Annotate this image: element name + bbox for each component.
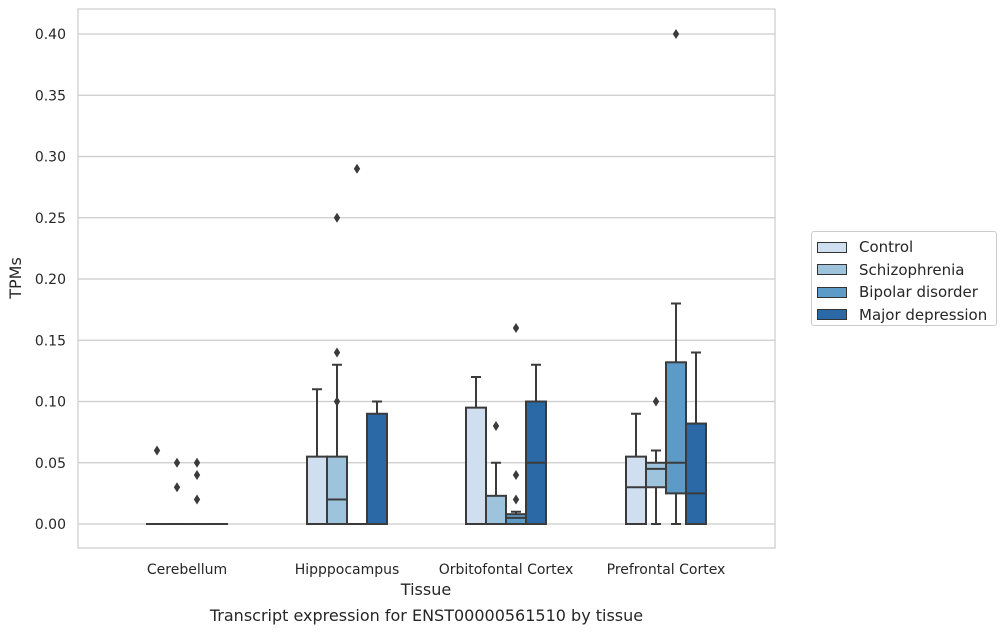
box-body	[505, 513, 527, 526]
outlier-point	[333, 347, 341, 358]
box-body	[465, 406, 487, 525]
box-body	[366, 412, 388, 525]
outlier-point	[492, 421, 500, 431]
box-0-0	[146, 445, 168, 526]
chart-caption: Transcript expression for ENST0000056151…	[209, 606, 644, 625]
legend-item-major-depression: Major depression	[817, 304, 996, 327]
box-0-2	[465, 376, 487, 525]
box-0-3	[625, 412, 647, 525]
legend-swatch	[817, 309, 847, 321]
y-tick-label: 0.00	[35, 517, 66, 533]
x-tick-label: Prefrontal Cortex	[607, 562, 726, 578]
outlier-point	[512, 470, 520, 480]
x-tick-label: Hipppocampus	[295, 562, 400, 578]
legend: Control Schizophrenia Bipolar disorder M…	[811, 231, 997, 326]
outlier-point	[153, 445, 161, 456]
y-tick-label: 0.25	[35, 211, 66, 227]
y-tick-label: 0.35	[35, 88, 66, 104]
legend-label: Bipolar disorder	[859, 283, 978, 302]
legend-item-schizophrenia: Schizophrenia	[817, 259, 996, 282]
y-tick-label: 0.40	[35, 27, 66, 43]
box-body	[485, 494, 507, 526]
outlier-point	[193, 457, 201, 468]
y-tick-label: 0.15	[35, 333, 66, 349]
y-tick-label: 0.10	[35, 395, 66, 411]
box-series	[146, 29, 707, 526]
box-1-2	[485, 421, 507, 526]
box-body	[625, 455, 647, 525]
outlier-point	[333, 396, 341, 407]
x-axis-ticks: Cerebellum Hipppocampus Orbitofontal Corte…	[147, 562, 725, 578]
outlier-point	[652, 396, 660, 407]
box-3-3	[685, 351, 707, 525]
legend-swatch	[817, 241, 847, 253]
legend-label: Major depression	[859, 305, 988, 324]
box-3-1	[366, 400, 388, 525]
box-3-2	[525, 363, 547, 525]
legend-item-control: Control	[817, 236, 996, 259]
outlier-point	[193, 494, 201, 505]
x-tick-label: Orbitofontal Cortex	[439, 562, 574, 578]
outlier-point	[512, 323, 520, 333]
y-tick-label: 0.30	[35, 150, 66, 166]
box-0-1	[306, 388, 328, 525]
legend-item-bipolar-disorder: Bipolar disorder	[817, 281, 996, 304]
y-tick-label: 0.20	[35, 272, 66, 288]
legend-label: Control	[859, 238, 914, 257]
box-1-3	[645, 396, 667, 525]
box-2-0	[186, 457, 208, 526]
box-2-2	[505, 323, 527, 526]
legend-label: Schizophrenia	[859, 260, 965, 279]
outlier-point	[173, 457, 181, 468]
y-axis-ticks: 0.00 0.05 0.10 0.15 0.20 0.25 0.30 0.35 0.40	[35, 27, 66, 533]
outlier-point	[173, 482, 181, 493]
box-body	[645, 461, 667, 489]
box-body	[685, 422, 707, 525]
outlier-point	[353, 163, 361, 174]
plot-frame	[77, 8, 776, 549]
legend-swatch	[817, 264, 847, 276]
outlier-point	[512, 494, 520, 505]
legend-swatch	[817, 286, 847, 298]
box-1-0	[166, 457, 188, 526]
outlier-point	[193, 470, 201, 480]
box-1-1	[326, 212, 348, 525]
box-body	[326, 455, 348, 525]
y-tick-label: 0.05	[35, 456, 66, 472]
box-body	[665, 361, 687, 495]
outlier-point	[333, 212, 341, 223]
x-axis-label: Tissue	[400, 580, 451, 599]
box-body	[306, 455, 328, 525]
x-tick-label: Cerebellum	[147, 562, 227, 578]
y-axis-label: TPMs	[6, 257, 25, 300]
outlier-point	[672, 29, 680, 39]
box-2-3	[665, 29, 687, 525]
